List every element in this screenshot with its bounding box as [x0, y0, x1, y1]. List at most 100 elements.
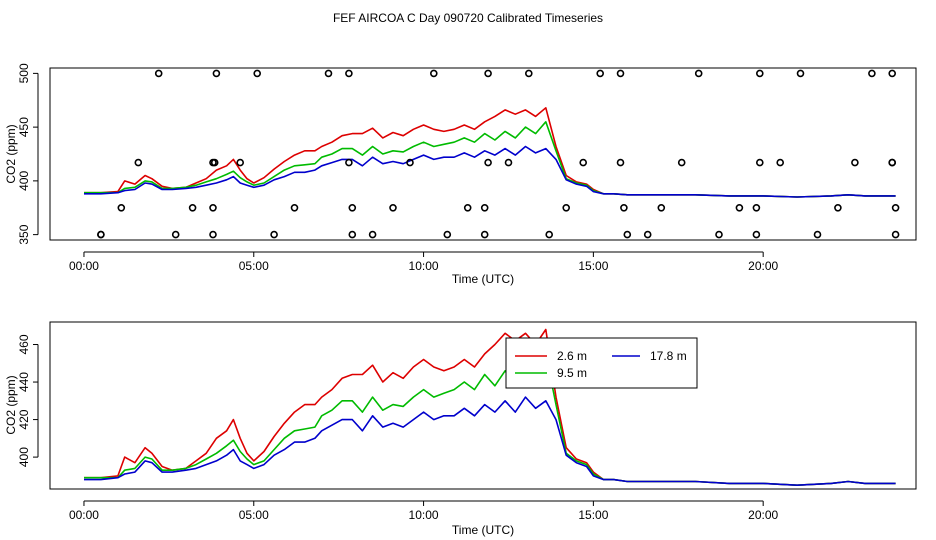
marker-point: [270, 230, 278, 239]
marker-point: [154, 69, 163, 78]
marker-point: [429, 69, 438, 78]
marker-point: [562, 204, 571, 212]
marker-point: [480, 204, 489, 212]
marker-point: [616, 158, 625, 167]
marker-point: [868, 69, 876, 78]
marker-point: [579, 158, 588, 167]
marker-point: [813, 230, 822, 239]
marker-point: [345, 158, 353, 167]
marker-point: [484, 69, 492, 78]
legend-label-9-5m: 9.5 m: [557, 366, 587, 380]
panel-bottom: 00:00 05:00 10:00 15:00 20:00 400 420 440 460 Ti…: [4, 321, 917, 537]
marker-point: [406, 158, 414, 167]
y-tick-label: 450: [17, 117, 31, 137]
marker-point: [620, 204, 628, 212]
series-line-17-8-m-bottom: [84, 396, 896, 487]
marker-point: [755, 158, 764, 167]
x-tick-label: 15:00: [578, 259, 608, 273]
marker-point: [209, 204, 217, 212]
plot-frame-bottom: [49, 321, 917, 490]
marker-point: [212, 69, 221, 78]
marker-point: [888, 158, 897, 167]
y-tick-label: 440: [17, 372, 31, 392]
marker-point: [463, 204, 472, 212]
plot-frame-top: [49, 67, 917, 241]
y-tick-label: 500: [17, 63, 31, 83]
marker-point: [596, 69, 605, 78]
marker-point: [545, 230, 554, 239]
x-tick-label: 20:00: [748, 259, 778, 273]
marker-point: [657, 204, 666, 212]
x-tick-label: 00:00: [69, 508, 99, 522]
marker-point: [623, 230, 632, 239]
marker-point: [443, 230, 452, 239]
legend-box: [505, 337, 698, 389]
marker-point: [117, 204, 126, 212]
x-tick-label: 10:00: [409, 259, 439, 273]
marker-point: [851, 158, 859, 167]
marker-points-top: [97, 69, 900, 239]
xlabel-top: Time (UTC): [452, 272, 514, 286]
legend: 2.6 m 17.8 m 9.5 m: [505, 337, 698, 389]
series-line-2-6-m-bottom: [84, 328, 896, 487]
marker-point: [209, 230, 217, 239]
marker-point: [484, 158, 492, 167]
marker-point: [368, 230, 377, 239]
x-tick-label: 05:00: [239, 508, 269, 522]
marker-point: [389, 204, 397, 212]
marker-point: [504, 158, 513, 167]
axes-top: 00:00 05:00 10:00 15:00 20:00 350 400 450 500: [17, 63, 779, 273]
marker-point: [776, 158, 785, 167]
x-tick-label: 05:00: [239, 259, 269, 273]
marker-point: [188, 204, 197, 212]
marker-point: [210, 158, 219, 167]
x-tick-label: 15:00: [578, 508, 608, 522]
marker-point: [290, 204, 299, 212]
panel-top: 00:00 05:00 10:00 15:00 20:00 350 400 450 500 Ti…: [4, 63, 917, 286]
y-tick-label: 460: [17, 334, 31, 354]
marker-point: [348, 230, 357, 239]
series-lines-top: [84, 107, 896, 198]
marker-point: [134, 158, 143, 167]
x-tick-label: 20:00: [748, 508, 778, 522]
marker-point: [171, 230, 180, 239]
legend-label-17-8m: 17.8 m: [650, 349, 687, 363]
marker-point: [324, 69, 333, 78]
marker-point: [677, 158, 686, 167]
marker-point: [735, 204, 744, 212]
marker-point: [834, 204, 842, 212]
y-tick-label: 420: [17, 409, 31, 429]
marker-point: [616, 69, 625, 78]
marker-point: [755, 69, 764, 78]
marker-point: [480, 230, 489, 239]
marker-point: [891, 204, 900, 212]
marker-point: [891, 230, 900, 239]
y-tick-label: 400: [17, 171, 31, 191]
marker-point: [694, 69, 703, 78]
marker-point: [643, 230, 652, 239]
marker-point: [236, 158, 244, 167]
ylabel-top: CO2 (ppm): [4, 124, 18, 183]
x-tick-label: 10:00: [409, 508, 439, 522]
marker-point: [796, 69, 805, 78]
y-tick-label: 350: [17, 224, 31, 244]
marker-point: [524, 69, 533, 78]
marker-point: [348, 204, 357, 212]
xlabel-bottom: Time (UTC): [452, 523, 514, 537]
ylabel-bottom: CO2 (ppm): [4, 375, 18, 434]
series-line-17-8-m-top: [84, 145, 896, 198]
marker-point: [97, 230, 105, 239]
marker-point: [253, 69, 262, 78]
legend-label-2-6m: 2.6 m: [557, 349, 587, 363]
marker-point: [888, 69, 897, 78]
marker-point: [345, 69, 353, 78]
marker-point: [715, 230, 723, 239]
axes-bottom: 00:00 05:00 10:00 15:00 20:00 400 420 440 460: [17, 334, 779, 522]
figure-title: FEF AIRCOA C Day 090720 Calibrated Times…: [333, 11, 603, 25]
x-tick-label: 00:00: [69, 259, 99, 273]
series-lines-bottom: [84, 328, 896, 487]
y-tick-label: 400: [17, 447, 31, 467]
marker-point: [752, 204, 761, 212]
marker-point: [752, 230, 761, 239]
